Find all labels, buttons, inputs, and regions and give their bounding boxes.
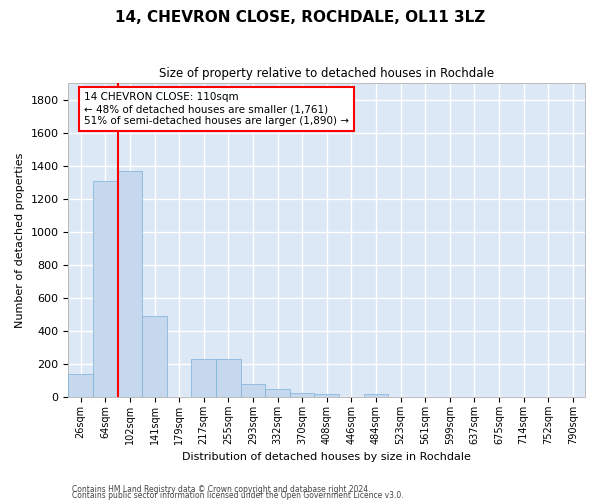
Bar xyxy=(191,359,216,397)
Bar xyxy=(216,359,241,397)
Bar xyxy=(314,394,339,397)
Bar xyxy=(265,389,290,397)
Bar xyxy=(68,374,93,397)
X-axis label: Distribution of detached houses by size in Rochdale: Distribution of detached houses by size … xyxy=(182,452,471,462)
Text: 14, CHEVRON CLOSE, ROCHDALE, OL11 3LZ: 14, CHEVRON CLOSE, ROCHDALE, OL11 3LZ xyxy=(115,10,485,25)
Bar xyxy=(290,393,314,397)
Bar xyxy=(142,316,167,397)
Bar xyxy=(241,384,265,397)
Bar xyxy=(364,394,388,397)
Text: Contains public sector information licensed under the Open Government Licence v3: Contains public sector information licen… xyxy=(72,492,404,500)
Text: 14 CHEVRON CLOSE: 110sqm
← 48% of detached houses are smaller (1,761)
51% of sem: 14 CHEVRON CLOSE: 110sqm ← 48% of detach… xyxy=(84,92,349,126)
Bar xyxy=(118,170,142,397)
Title: Size of property relative to detached houses in Rochdale: Size of property relative to detached ho… xyxy=(159,68,494,80)
Bar xyxy=(93,180,118,397)
Y-axis label: Number of detached properties: Number of detached properties xyxy=(15,152,25,328)
Text: Contains HM Land Registry data © Crown copyright and database right 2024.: Contains HM Land Registry data © Crown c… xyxy=(72,486,371,494)
